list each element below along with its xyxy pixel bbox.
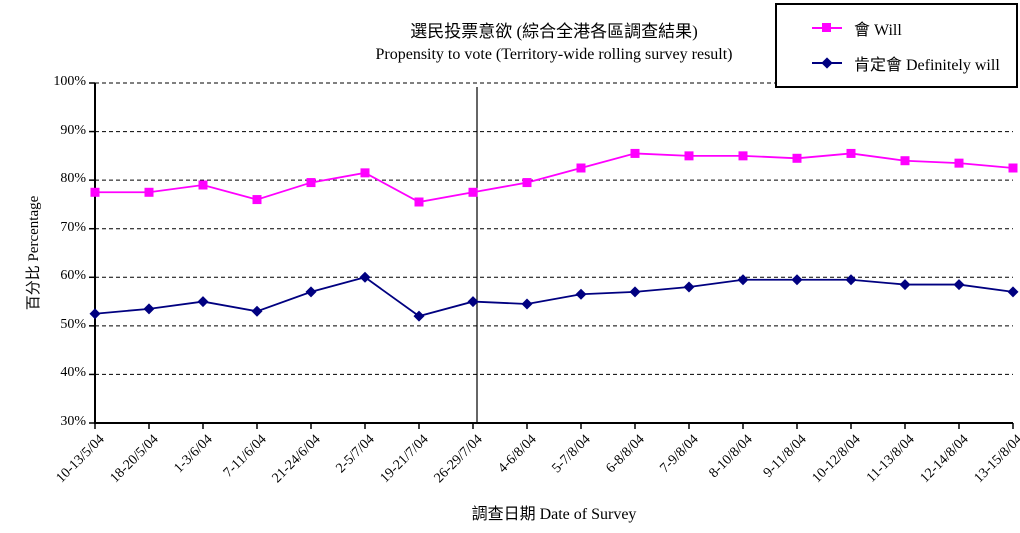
will-data-point	[90, 187, 100, 197]
x-tick-label: 5-7/8/04	[549, 432, 594, 477]
definitely-will-data-point	[953, 279, 965, 291]
definitely-will-data-point	[413, 310, 425, 322]
x-tick-label: 2-5/7/04	[333, 432, 378, 477]
x-tick-label: 4-6/8/04	[495, 432, 540, 477]
definitely-will-data-point	[683, 281, 695, 293]
definitely-will-data-point	[899, 279, 911, 291]
definitely-will-data-point	[305, 286, 317, 298]
will-data-point	[576, 163, 586, 173]
x-axis-title: 調查日期 Date of Survey	[471, 506, 637, 523]
diamond-marker-icon	[821, 57, 833, 69]
x-tick-label: 13-15/8/04	[971, 432, 1020, 487]
will-data-point	[900, 156, 910, 166]
y-tick-label: 80%	[60, 171, 86, 187]
will-data-point	[684, 151, 694, 161]
will-data-point	[738, 151, 748, 161]
will-data-point	[630, 148, 640, 158]
definitely-will-data-point	[359, 271, 371, 283]
will-data-point	[306, 178, 316, 188]
will-data-point	[414, 197, 424, 207]
plot-svg	[89, 82, 1019, 429]
definitely-will-data-point	[251, 305, 263, 317]
will-data-point	[1008, 163, 1018, 173]
x-tick-label: 8-10/8/04	[706, 432, 756, 482]
will-line-swatch	[812, 22, 842, 34]
y-tick-label: 100%	[53, 74, 86, 89]
y-tick-label: 90%	[60, 122, 86, 138]
legend: 會 Will 肯定會 Definitely will	[775, 3, 1018, 88]
definitely-will-data-point	[791, 274, 803, 286]
x-tick-label: 7-11/6/04	[220, 432, 270, 481]
x-tick-label: 9-11/8/04	[760, 432, 810, 481]
x-tick-label: 26-29/7/04	[431, 432, 486, 487]
x-tick-label: 12-14/8/04	[917, 432, 972, 487]
legend-item-will: 會 Will	[812, 16, 1016, 40]
definitely-will-data-point	[143, 303, 155, 315]
x-tick-label: 21-24/6/04	[269, 432, 324, 487]
x-tick-label: 7-9/8/04	[657, 432, 702, 477]
chart-title-block: 選民投票意欲 (綜合全港各區調查結果) Propensity to vote (…	[95, 20, 1013, 66]
definitely-will-data-point	[737, 274, 749, 286]
definitely-will-data-point	[629, 286, 641, 298]
definitely-will-line	[94, 276, 1014, 318]
plot-area	[89, 82, 1019, 429]
x-tick-label: 1-3/6/04	[171, 432, 216, 477]
will-data-point	[252, 195, 262, 205]
definitely-will-data-point	[521, 298, 533, 310]
will-data-point	[198, 180, 208, 190]
y-tick-label: 40%	[60, 365, 86, 381]
will-data-point	[846, 148, 856, 158]
x-tick-label: 19-21/7/04	[377, 432, 432, 487]
will-data-point	[954, 158, 964, 168]
x-tick-label: 11-13/8/04	[863, 432, 918, 486]
legend-label-will: 會 Will	[854, 22, 902, 40]
x-tick-label: 10-13/5/04	[53, 432, 108, 487]
will-data-point	[522, 178, 532, 188]
definitely-will-data-point	[845, 274, 857, 286]
y-tick-label: 50%	[60, 316, 86, 332]
definitely-will-line-swatch	[812, 57, 842, 69]
definitely-will-data-point	[89, 308, 101, 320]
will-line	[95, 152, 1014, 203]
x-tick-label: 18-20/5/04	[107, 432, 162, 487]
definitely-will-data-point	[197, 296, 209, 308]
legend-item-definitely-will: 肯定會 Definitely will	[812, 51, 1016, 75]
legend-label-definitely-will: 肯定會 Definitely will	[854, 56, 1000, 74]
chart-title-en: Propensity to vote (Territory-wide rolli…	[375, 46, 733, 63]
will-data-point	[792, 153, 802, 163]
definitely-will-data-point	[1007, 286, 1019, 298]
y-tick-label: 60%	[60, 268, 86, 284]
x-tick-label: 6-8/8/04	[603, 432, 648, 477]
x-tick-label: 10-12/8/04	[809, 432, 864, 487]
will-data-point	[144, 187, 154, 197]
y-tick-label: 30%	[60, 414, 86, 429]
square-marker-icon	[822, 23, 831, 33]
will-data-point	[360, 168, 370, 178]
y-tick-label: 70%	[60, 219, 86, 235]
definitely-will-data-point	[575, 288, 587, 300]
chart-title-zh: 選民投票意欲 (綜合全港各區調查結果)	[410, 22, 698, 41]
will-data-point	[468, 187, 478, 197]
definitely-will-data-point	[467, 296, 479, 308]
